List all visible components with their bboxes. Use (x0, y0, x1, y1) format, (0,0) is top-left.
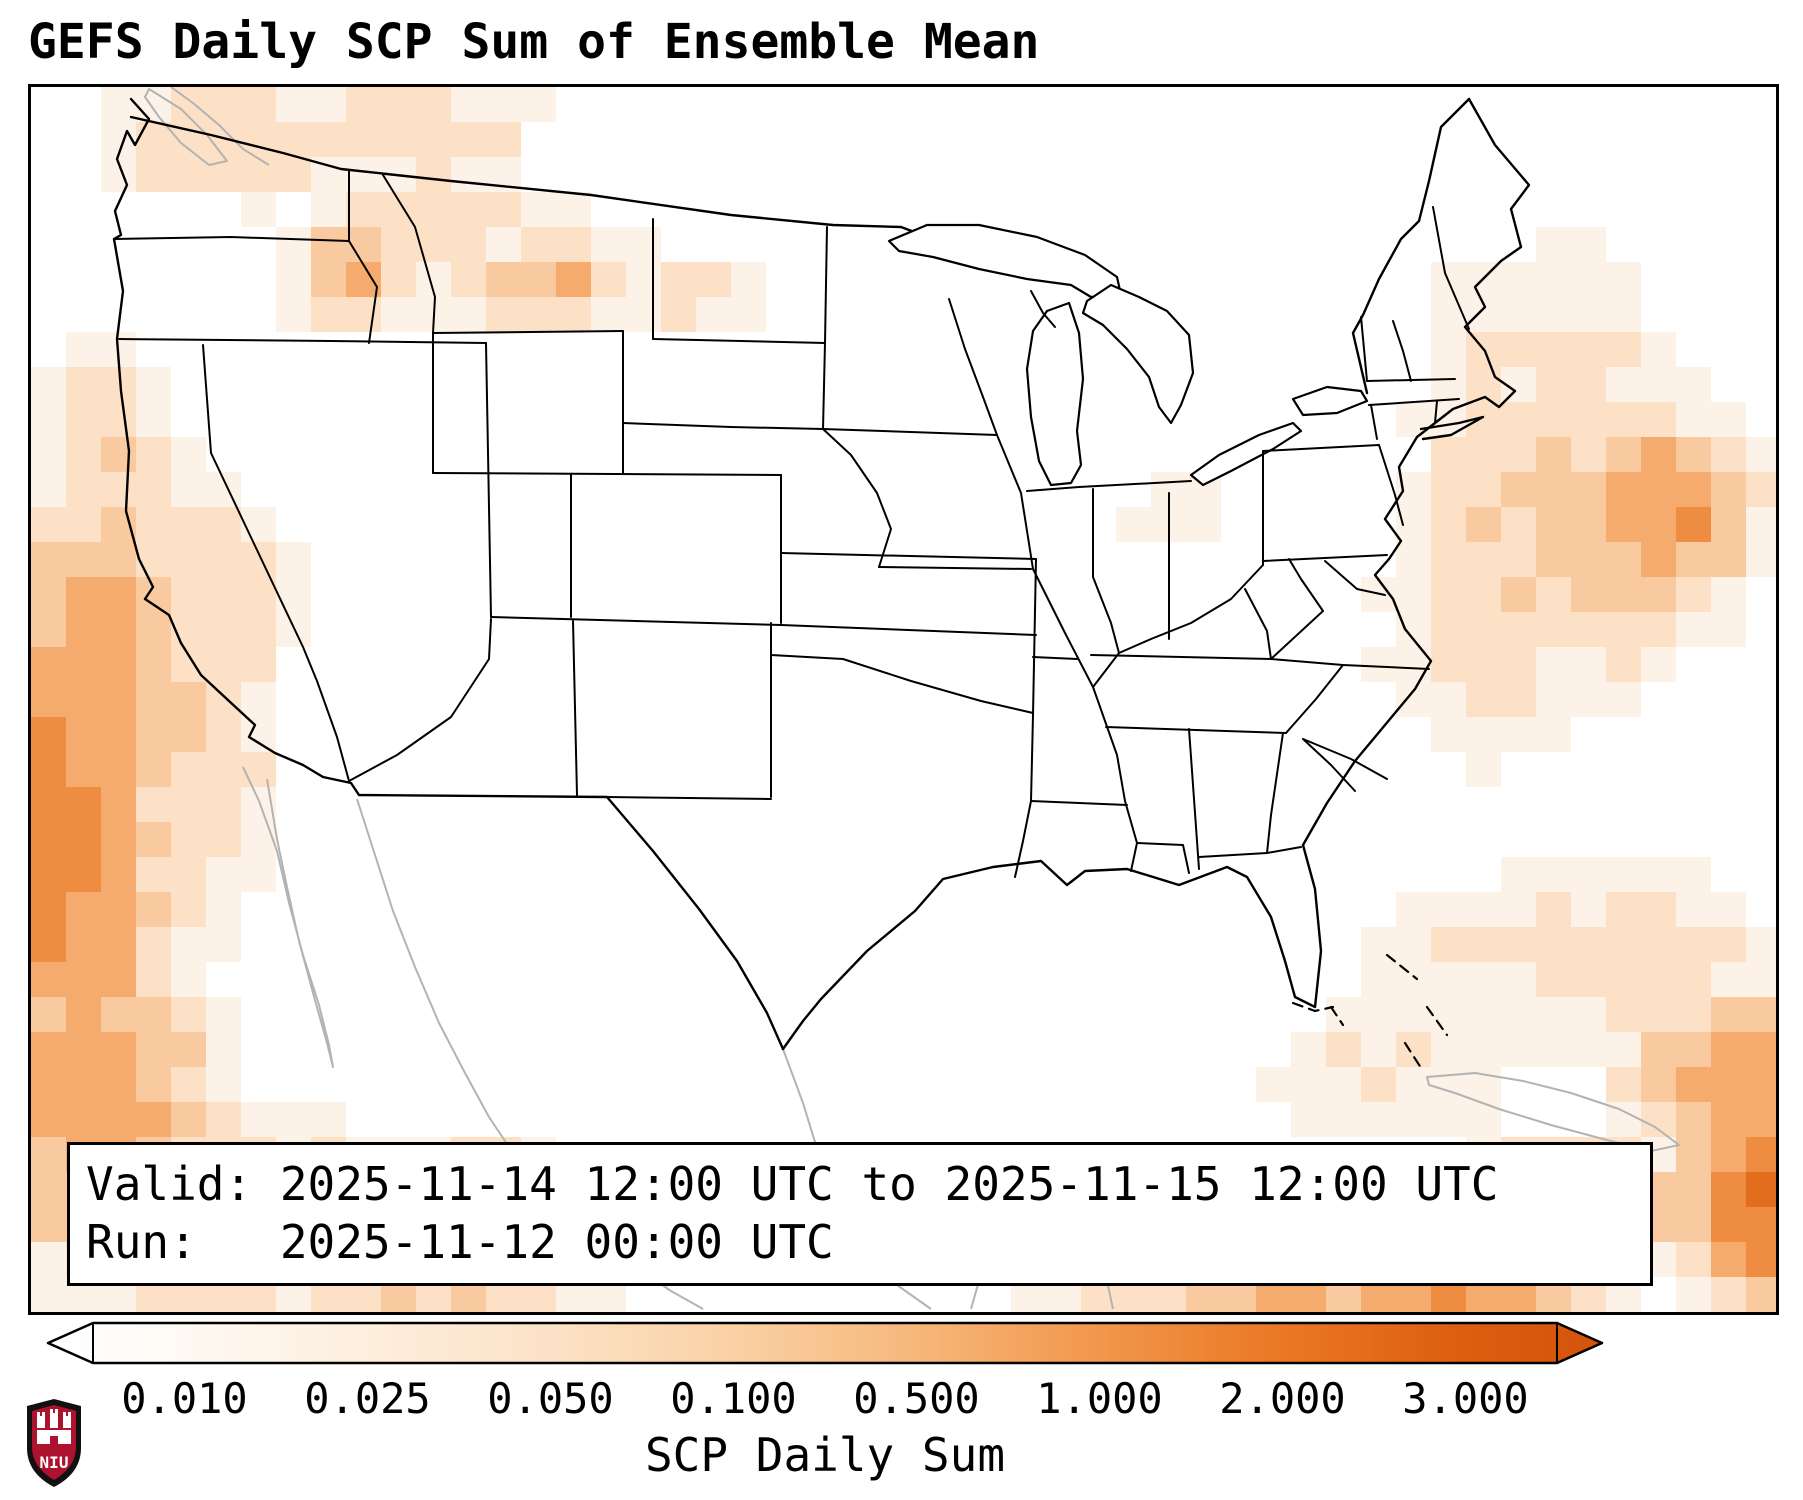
border-or-id (348, 240, 378, 344)
border-il-in-wabash (1092, 488, 1120, 654)
border-pa-east-delaware (1378, 444, 1404, 526)
colorbar-bar-with-extend-arrows (46, 1321, 1604, 1365)
conus-map (31, 87, 1776, 1312)
border-wv-va (1288, 558, 1324, 612)
us-mexico-border (321, 775, 785, 1051)
lake-erie (1189, 421, 1303, 487)
border-nv-az (348, 618, 492, 782)
border-mi-south (1078, 480, 1192, 488)
lake-huron (1081, 283, 1195, 425)
border-wa-or (113, 236, 350, 242)
colorbar-tick-label: 2.000 (1219, 1374, 1346, 1423)
colorbar-tick-label: 0.500 (853, 1374, 980, 1423)
border-ma-south (1368, 398, 1460, 406)
border-nv-ut (485, 342, 492, 618)
niu-logo: NIU (27, 1399, 81, 1487)
canada-coast (170, 87, 270, 166)
border-mason-dixon (1262, 554, 1388, 562)
colorbar (46, 1321, 1604, 1365)
border-ar-la-33n (1030, 800, 1128, 806)
border-fl-north (1198, 846, 1302, 858)
us-west-coast (112, 97, 325, 779)
border-ia-mo (878, 566, 1032, 570)
great-lakes (887, 223, 1369, 487)
us-canada-border-east (1351, 97, 1471, 395)
border-36.5n-ky-tn-va-nc (1090, 654, 1430, 670)
border-tn-south-35n (1105, 726, 1287, 734)
colorbar-tick-label: 0.025 (304, 1374, 431, 1423)
border-mn-wi (948, 298, 998, 436)
border-mn-west (822, 226, 828, 430)
us-canada-border-west (129, 115, 919, 235)
border-tx-east-sabine (1014, 714, 1034, 878)
colorbar-tick-label: 0.050 (487, 1374, 614, 1423)
colorbar-tick-label: 1.000 (1036, 1374, 1163, 1423)
border-la-ms-31n (1136, 842, 1190, 874)
vancouver-island-coast (144, 88, 228, 166)
border-me-nh (1432, 206, 1470, 330)
border-ms-al (1188, 728, 1200, 870)
border-ky-wv (1244, 588, 1272, 660)
map-frame: Valid: 2025-11-14 12:00 UTC to 2025-11-1… (28, 84, 1779, 1315)
border-nd-sd (652, 338, 826, 344)
bahamas-islands (1329, 953, 1449, 1073)
border-al-ga (1266, 732, 1284, 854)
scp-shading-cells (31, 87, 1776, 1312)
border-ma-north (1366, 378, 1456, 382)
border-ohio-river (1092, 564, 1264, 688)
border-mo-ok-ar-west (1032, 558, 1037, 716)
border-ok-tx-red-river (770, 654, 1034, 714)
border-42n-or-ca-nv (118, 338, 487, 344)
border-mississippi-river-lower (1092, 686, 1138, 872)
border-ct-ri (1434, 400, 1438, 424)
us-coast-and-borders (112, 97, 1531, 1051)
border-wi-mi-up (1030, 290, 1056, 328)
lake-superior (887, 223, 1123, 299)
long-island (1419, 415, 1485, 441)
lake-michigan (1025, 301, 1085, 487)
border-sd-ne-missouri-river (622, 422, 892, 568)
border-ny-vt (1360, 316, 1368, 382)
florida-keys (1291, 1001, 1335, 1013)
niu-logo-text: NIU (40, 1453, 69, 1472)
border-ny-ct (1370, 404, 1378, 440)
border-id-mt (382, 174, 436, 334)
border-nc-sc (1302, 738, 1388, 780)
border-mississippi-river-upper (996, 434, 1034, 570)
border-37n-az-nm-ks-ok (490, 616, 1037, 636)
border-tn-nc (1285, 664, 1344, 734)
baja-california-coast (242, 766, 334, 1068)
border-mo-ar (1032, 656, 1078, 660)
border-vt-nh (1392, 320, 1412, 382)
border-ca-nv (202, 344, 350, 782)
border-mn-ia (822, 428, 998, 436)
cuba-coast (1426, 1072, 1680, 1152)
border-il-wi (1026, 486, 1080, 492)
state-borders (113, 170, 1470, 878)
border-41n-wy-co-ne (432, 472, 782, 476)
validity-info-box: Valid: 2025-11-14 12:00 UTC to 2025-11-1… (67, 1142, 1653, 1286)
plot-title: GEFS Daily SCP Sum of Ensemble Mean (28, 14, 1040, 70)
border-mt-wy (432, 330, 624, 334)
border-md-va-potomac (1324, 560, 1386, 596)
colorbar-tick-label: 0.100 (670, 1374, 797, 1423)
border-pa-ny (1262, 444, 1380, 452)
us-gulf-coast (781, 843, 1323, 1051)
border-ky-va (1270, 610, 1324, 660)
border-ga-sc (1302, 738, 1356, 792)
island-dashed-coasts (1291, 953, 1449, 1073)
border-ks-ne-40n (780, 552, 1037, 560)
border-mississippi-river-mid (1032, 568, 1094, 688)
colorbar-tick-label: 0.010 (121, 1374, 248, 1423)
border-tx-nm-32n (606, 796, 772, 800)
lake-ontario (1291, 385, 1369, 417)
colorbar-tick-labels: 0.010 0.025 0.050 0.100 0.500 1.000 2.000 3.000 (45, 1374, 1605, 1423)
run-time-text: Run: 2025-11-12 00:00 UTC (86, 1215, 834, 1269)
niu-castle-gate (50, 1436, 58, 1444)
colorbar-axis-label: SCP Daily Sum (644, 1428, 1006, 1482)
valid-time-text: Valid: 2025-11-14 12:00 UTC to 2025-11-1… (86, 1157, 1499, 1211)
border-az-nm (572, 620, 578, 796)
colorbar-tick-label: 3.000 (1402, 1374, 1529, 1423)
